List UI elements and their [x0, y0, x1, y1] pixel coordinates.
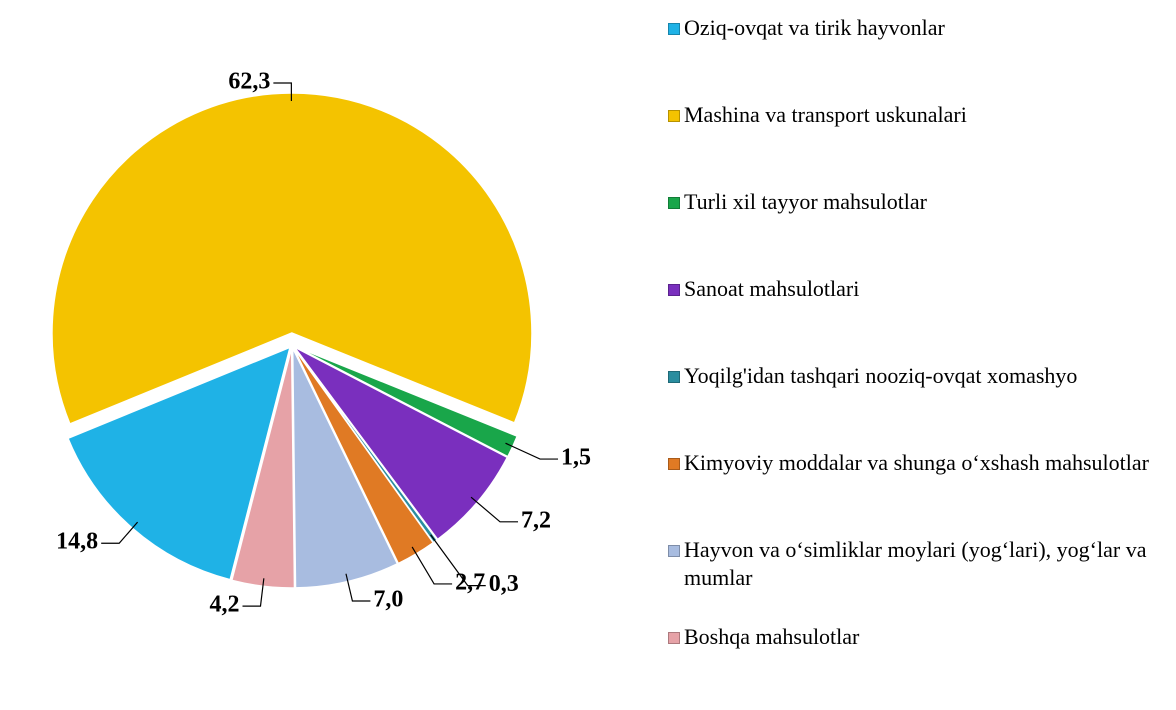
data-label: 14,8	[56, 529, 98, 555]
legend-label: Oziq-ovqat va tirik hayvonlar	[684, 15, 945, 40]
leader-line	[242, 578, 265, 607]
legend-swatch	[668, 545, 680, 557]
leader-line	[101, 521, 139, 544]
legend-swatch	[668, 284, 680, 296]
data-label: 4,2	[209, 592, 239, 618]
legend-swatch	[668, 632, 680, 644]
leader-line	[411, 546, 453, 585]
legend: Oziq-ovqat va tirik hayvonlar Mashina va …	[668, 14, 1173, 710]
page: {"chart_data": {"type": "pie", "categori…	[51, 15, 1149, 649]
data-label: 62,3	[228, 69, 270, 95]
legend-item: Sanoat mahsulotlari	[668, 275, 1173, 362]
chart: 1,5 7,2 0,32,7 7,0 4,2 14,8 62,3	[51, 69, 591, 618]
data-label: 7,2	[521, 507, 551, 533]
legend-label: Hayvon va o‘simliklar moylari (yog‘lari)…	[684, 537, 1147, 590]
leader-line	[345, 573, 371, 602]
legend-swatch	[668, 110, 680, 122]
legend-item: Turli xil tayyor mahsulotlar	[668, 188, 1173, 275]
legend-swatch	[668, 458, 680, 470]
leader-line	[470, 496, 519, 523]
legend-item: Hayvon va o‘simliklar moylari (yog‘lari)…	[668, 536, 1173, 623]
data-label: 2,7	[455, 569, 485, 595]
legend-item: Oziq-ovqat va tirik hayvonlar	[668, 14, 1173, 101]
legend-item: Yoqilg'idan tashqari nooziq-ovqat xomash…	[668, 362, 1173, 449]
legend-label: Turli xil tayyor mahsulotlar	[684, 189, 928, 214]
legend-label: Kimyoviy moddalar va shunga o‘xshash mah…	[684, 450, 1149, 475]
leader-line	[273, 82, 293, 102]
legend-label: Boshqa mahsulotlar	[684, 624, 860, 649]
legend-label: Mashina va transport uskunalari	[684, 102, 967, 127]
legend-item: Mashina va transport uskunalari	[668, 101, 1173, 188]
leader-line	[505, 442, 559, 460]
data-label: 1,5	[561, 445, 591, 471]
legend-label: Yoqilg'idan tashqari nooziq-ovqat xomash…	[684, 363, 1078, 388]
data-label: 7,0	[373, 586, 403, 612]
data-label: 0,3	[489, 571, 519, 597]
legend-swatch	[668, 371, 680, 383]
legend-label: Sanoat mahsulotlari	[684, 276, 860, 301]
legend-swatch	[668, 23, 680, 35]
legend-swatch	[668, 197, 680, 209]
legend-item: Kimyoviy moddalar va shunga o‘xshash mah…	[668, 449, 1173, 536]
legend-item: Boshqa mahsulotlar	[668, 623, 1173, 710]
leader-line	[430, 534, 486, 587]
